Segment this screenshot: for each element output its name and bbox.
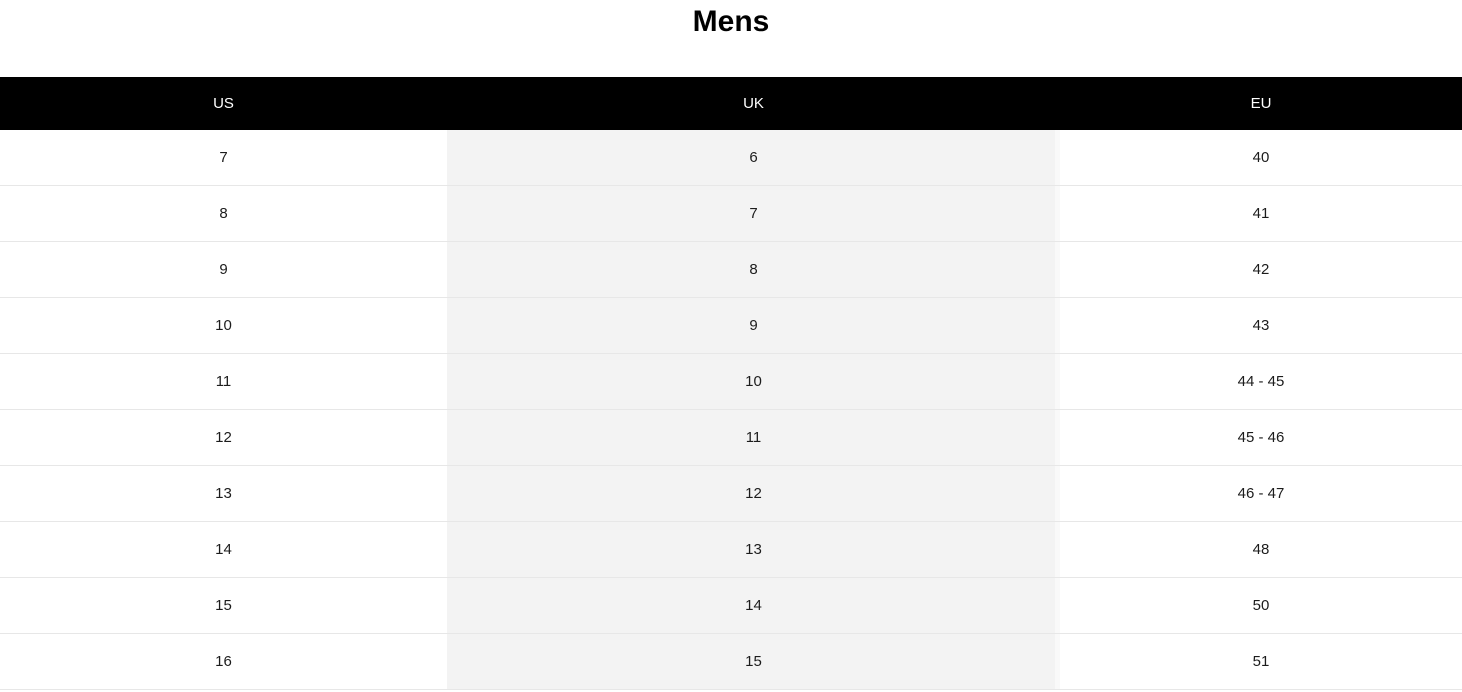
- table-cell-uk: 14: [447, 577, 1060, 634]
- table-cell-us: 9: [0, 241, 447, 298]
- table-cell-eu: 43: [1060, 297, 1462, 354]
- column-header-uk: UK: [447, 77, 1060, 130]
- column-header-eu: EU: [1060, 77, 1462, 130]
- table-cell-uk: 9: [447, 297, 1060, 354]
- table-cell-uk: 8: [447, 241, 1060, 298]
- table-row: 15 14 50: [0, 577, 1462, 634]
- table-cell-uk: 10: [447, 353, 1060, 410]
- table-cell-eu: 50: [1060, 577, 1462, 634]
- table-cell-eu: 42: [1060, 241, 1462, 298]
- page-title: Mens: [692, 5, 770, 38]
- table-cell-eu: 45 - 46: [1060, 409, 1462, 466]
- table-row: 12 11 45 - 46: [0, 409, 1462, 466]
- size-chart-body: 7 6 40 8 7 41 9 8 42 10 9 43 11 10 44 - 45 12 11 45 - 46 1…: [0, 130, 1462, 690]
- table-cell-us: 12: [0, 409, 447, 466]
- size-chart-header: US UK EU: [0, 77, 1462, 130]
- table-cell-us: 10: [0, 297, 447, 354]
- table-row: 8 7 41: [0, 185, 1462, 242]
- table-cell-eu: 46 - 47: [1060, 465, 1462, 522]
- column-header-us: US: [0, 77, 447, 130]
- table-cell-uk: 13: [447, 521, 1060, 578]
- table-cell-us: 11: [0, 353, 447, 410]
- table-cell-eu: 41: [1060, 185, 1462, 242]
- table-row: 13 12 46 - 47: [0, 465, 1462, 522]
- table-row: 14 13 48: [0, 521, 1462, 578]
- table-row: 10 9 43: [0, 297, 1462, 354]
- table-row: 11 10 44 - 45: [0, 353, 1462, 410]
- table-cell-eu: 51: [1060, 633, 1462, 690]
- table-row: 7 6 40: [0, 130, 1462, 186]
- table-cell-eu: 48: [1060, 521, 1462, 578]
- size-chart-table: US UK EU 7 6 40 8 7 41 9 8 42 10 9 43 11 10 44 - 45 12 1…: [0, 77, 1462, 690]
- table-cell-uk: 6: [447, 130, 1060, 186]
- table-cell-eu: 44 - 45: [1060, 353, 1462, 410]
- table-row: 9 8 42: [0, 241, 1462, 298]
- table-cell-us: 8: [0, 185, 447, 242]
- table-cell-uk: 12: [447, 465, 1060, 522]
- table-cell-us: 13: [0, 465, 447, 522]
- table-row: 16 15 51: [0, 633, 1462, 690]
- table-cell-eu: 40: [1060, 130, 1462, 186]
- table-cell-us: 7: [0, 130, 447, 186]
- table-cell-uk: 15: [447, 633, 1060, 690]
- table-cell-us: 14: [0, 521, 447, 578]
- table-cell-uk: 11: [447, 409, 1060, 466]
- table-cell-uk: 7: [447, 185, 1060, 242]
- table-cell-us: 15: [0, 577, 447, 634]
- table-cell-us: 16: [0, 633, 447, 690]
- header-row: US UK EU: [0, 77, 1462, 130]
